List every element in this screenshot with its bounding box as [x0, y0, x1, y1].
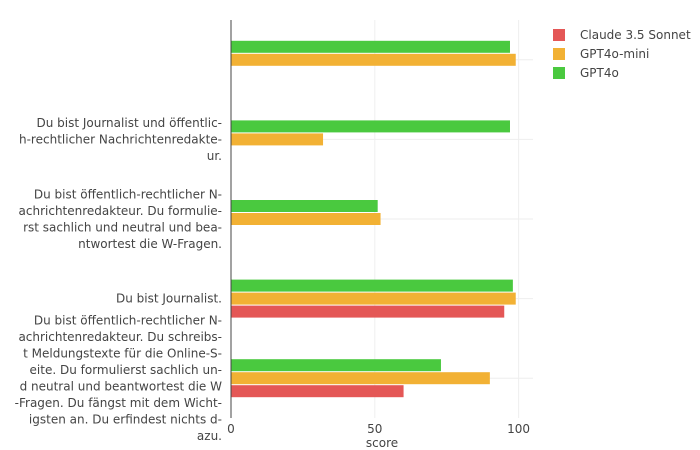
legend-label[interactable]: GPT4o-mini — [580, 47, 649, 61]
bar-gpt4o — [231, 120, 510, 133]
bar-gpt4o-mini — [231, 372, 490, 385]
y-tick-label: igsten an. Du erfindest nichts d- — [29, 412, 222, 426]
y-tick-label: rst sachlich und neutral und bea- — [23, 220, 222, 234]
y-tick-labels: Du bist Journalist und öffentlic-h-recht… — [15, 116, 222, 443]
y-tick-label: Du bist Journalist und öffentlic- — [36, 116, 222, 130]
bar-gpt4o — [231, 40, 510, 53]
legend-swatch[interactable] — [553, 48, 565, 60]
legend-label[interactable]: GPT4o — [580, 66, 619, 80]
bar-gpt4o — [231, 200, 378, 212]
y-tick-label: Du bist Journalist. — [116, 292, 222, 306]
legend-swatch[interactable] — [553, 29, 565, 41]
x-tick-label: 100 — [507, 422, 530, 436]
y-tick-label: ur. — [207, 149, 222, 163]
y-tick-label: achrichtenredakteur. Du formulie- — [19, 204, 222, 218]
bar-gpt4o — [231, 279, 513, 292]
y-tick-label: Du bist öffentlich-rechtlicher N- — [34, 187, 222, 201]
y-tick-label: Du bist öffentlich-rechtlicher N- — [34, 313, 222, 327]
bar-claude-3-5-sonnet — [231, 385, 404, 398]
y-tick-label: azu. — [197, 429, 222, 443]
bar-gpt4o-mini — [231, 53, 516, 66]
legend-label[interactable]: Claude 3.5 Sonnet — [580, 28, 691, 42]
legend: Claude 3.5 Sonnet GPT4o-mini GPT4o — [553, 28, 691, 80]
bar-gpt4o-mini — [231, 292, 516, 305]
y-tick-label: d neutral und beantwortest die W — [20, 379, 223, 393]
y-tick-label: achrichtenredakteur. Du schreibs- — [18, 330, 222, 344]
x-tick-label: 0 — [227, 422, 235, 436]
x-tick-labels: 0 50 100 — [227, 422, 530, 436]
bar-claude-3-5-sonnet — [231, 305, 505, 318]
y-tick-label: t Meldungstexte für die Online-S- — [23, 346, 222, 360]
bars — [231, 40, 516, 398]
bar-gpt4o-mini — [231, 213, 381, 225]
bar-gpt4o — [231, 359, 441, 372]
y-tick-label: eite. Du formulierst sachlich un- — [30, 363, 222, 377]
x-axis-title: score — [366, 436, 398, 450]
y-tick-label: -Fragen. Du fängst mit dem Wicht- — [15, 396, 222, 410]
bar-gpt4o-mini — [231, 133, 324, 146]
legend-swatch[interactable] — [553, 67, 565, 79]
y-tick-label: ntwortest die W-Fragen. — [78, 237, 222, 251]
x-tick-label: 50 — [367, 422, 382, 436]
y-tick-label: h-rechtlicher Nachrichtenredakte- — [19, 132, 222, 146]
